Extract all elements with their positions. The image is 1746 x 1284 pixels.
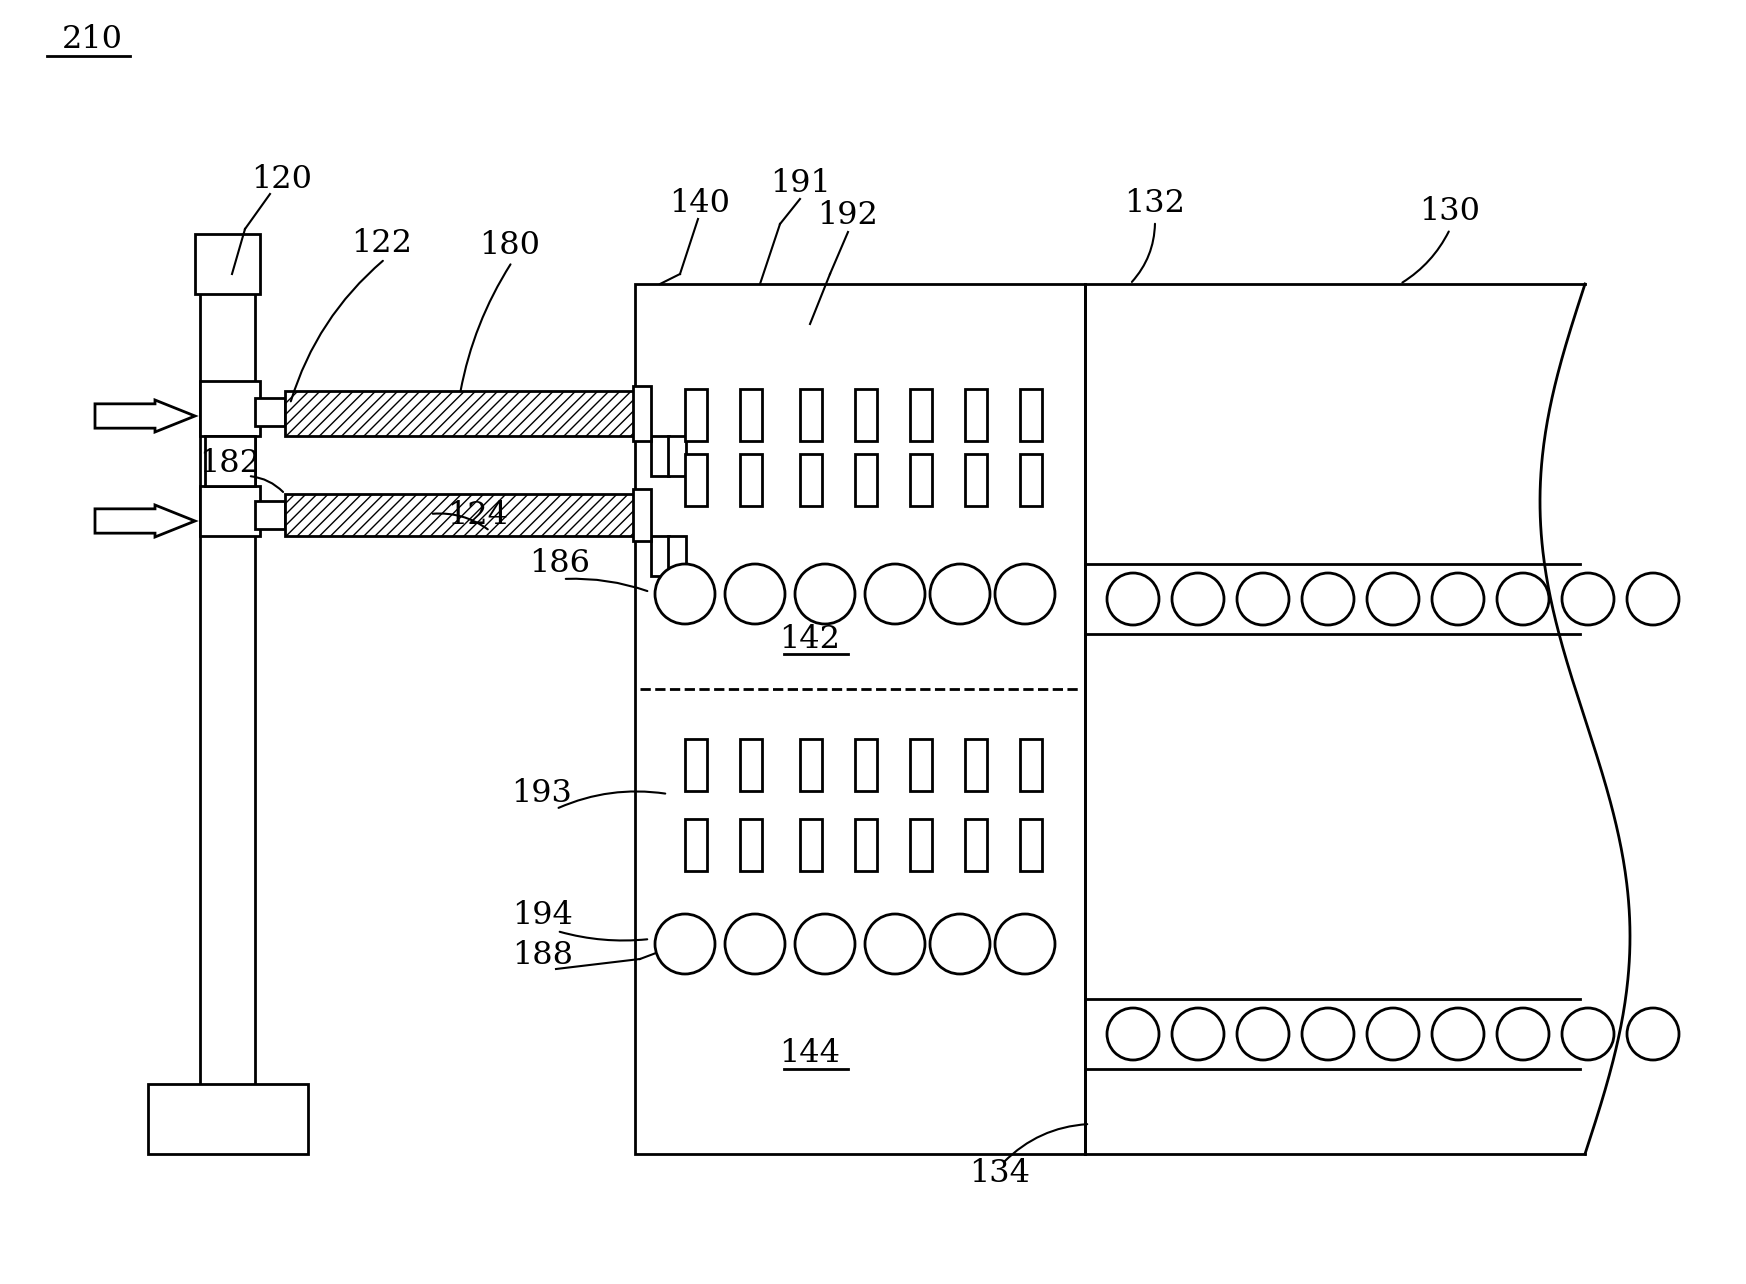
Text: 186: 186 <box>529 548 590 579</box>
Bar <box>634 489 651 541</box>
Bar <box>285 392 637 437</box>
Bar <box>669 535 686 577</box>
Text: 140: 140 <box>669 189 730 220</box>
Text: 134: 134 <box>969 1158 1030 1189</box>
Circle shape <box>1107 1008 1159 1061</box>
Circle shape <box>1172 573 1224 625</box>
Bar <box>856 455 876 506</box>
Bar <box>910 740 932 791</box>
Bar <box>651 437 669 476</box>
Bar <box>910 389 932 440</box>
Circle shape <box>655 564 716 624</box>
Bar <box>1020 819 1042 871</box>
Circle shape <box>794 914 856 975</box>
Text: 132: 132 <box>1124 189 1186 220</box>
Circle shape <box>1496 573 1549 625</box>
Bar <box>740 740 761 791</box>
Circle shape <box>1236 1008 1289 1061</box>
Bar <box>856 389 876 440</box>
Text: 182: 182 <box>199 448 260 479</box>
Bar <box>255 501 285 529</box>
Bar <box>201 381 260 437</box>
Text: 122: 122 <box>351 229 412 259</box>
Circle shape <box>1627 573 1680 625</box>
Bar <box>684 740 707 791</box>
Bar <box>966 455 986 506</box>
Circle shape <box>655 914 716 975</box>
Circle shape <box>995 564 1055 624</box>
Bar <box>634 386 651 440</box>
Text: 144: 144 <box>779 1039 840 1070</box>
Circle shape <box>1563 573 1613 625</box>
Bar <box>800 455 822 506</box>
Circle shape <box>931 564 990 624</box>
Circle shape <box>1432 1008 1484 1061</box>
Bar <box>636 284 1084 1154</box>
Bar <box>1020 389 1042 440</box>
Circle shape <box>725 914 786 975</box>
Bar <box>148 1084 307 1154</box>
Bar <box>910 455 932 506</box>
Bar <box>740 819 761 871</box>
Circle shape <box>1563 1008 1613 1061</box>
Text: 191: 191 <box>770 168 831 199</box>
Text: 142: 142 <box>779 624 840 655</box>
Polygon shape <box>94 505 196 537</box>
Text: 188: 188 <box>513 940 573 972</box>
Bar <box>669 437 686 476</box>
Bar <box>966 740 986 791</box>
Bar <box>800 389 822 440</box>
Bar <box>684 389 707 440</box>
Bar <box>966 819 986 871</box>
Circle shape <box>1367 1008 1419 1061</box>
Circle shape <box>1107 573 1159 625</box>
Circle shape <box>725 564 786 624</box>
Bar <box>740 389 761 440</box>
Bar <box>966 389 986 440</box>
Text: 120: 120 <box>251 163 313 194</box>
Bar <box>255 398 285 426</box>
Circle shape <box>1236 573 1289 625</box>
Circle shape <box>864 914 925 975</box>
Circle shape <box>864 564 925 624</box>
Bar <box>910 819 932 871</box>
Bar <box>856 819 876 871</box>
Bar <box>800 819 822 871</box>
Bar <box>1020 455 1042 506</box>
Circle shape <box>931 914 990 975</box>
Circle shape <box>1496 1008 1549 1061</box>
Text: 130: 130 <box>1419 196 1481 227</box>
Bar <box>684 455 707 506</box>
Text: 124: 124 <box>447 501 508 532</box>
Bar <box>1020 740 1042 791</box>
Text: 210: 210 <box>63 23 122 54</box>
Circle shape <box>995 914 1055 975</box>
Circle shape <box>1367 573 1419 625</box>
Circle shape <box>1303 573 1353 625</box>
Text: 194: 194 <box>513 900 573 931</box>
Bar <box>856 740 876 791</box>
Circle shape <box>1172 1008 1224 1061</box>
Bar <box>684 819 707 871</box>
Bar <box>204 437 255 487</box>
Bar <box>201 487 260 535</box>
Bar <box>740 455 761 506</box>
Text: 193: 193 <box>512 778 573 809</box>
Bar <box>800 740 822 791</box>
Bar <box>651 535 669 577</box>
Text: 180: 180 <box>480 231 541 262</box>
Circle shape <box>1627 1008 1680 1061</box>
Circle shape <box>1303 1008 1353 1061</box>
Circle shape <box>794 564 856 624</box>
Bar <box>201 259 255 1109</box>
Text: 192: 192 <box>817 200 878 231</box>
Bar <box>196 234 260 294</box>
Circle shape <box>1432 573 1484 625</box>
Bar <box>285 494 637 535</box>
Polygon shape <box>94 401 196 431</box>
